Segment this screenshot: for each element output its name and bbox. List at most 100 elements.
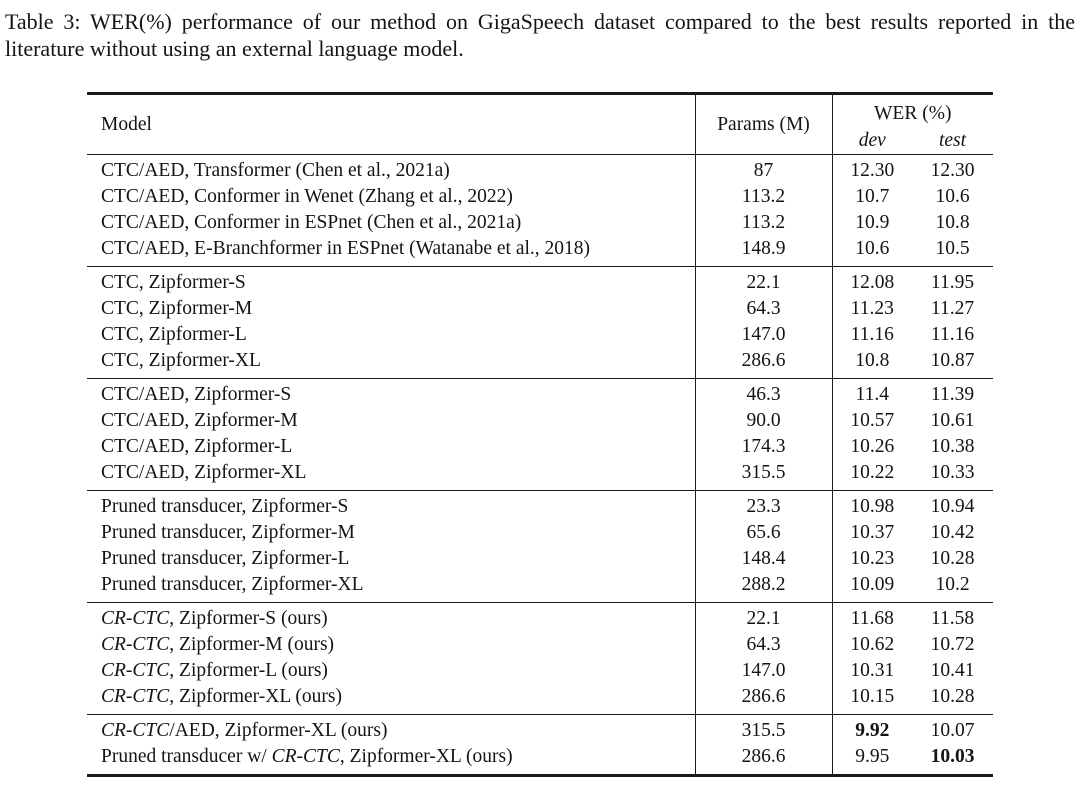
column-header-test: test	[912, 128, 993, 155]
params-cell: 148.9	[694, 236, 832, 267]
params-cell: 286.6	[694, 684, 832, 715]
column-header-wer: WER (%)	[831, 93, 993, 128]
wer-dev-cell: 10.6	[831, 236, 912, 267]
table-row: Pruned transducer w/ CR-CTC, Zipformer-X…	[87, 744, 993, 776]
wer-dev-cell: 10.15	[831, 684, 912, 715]
params-cell: 22.1	[694, 266, 832, 296]
wer-test-cell: 10.87	[930, 350, 975, 371]
params-cell: 148.4	[694, 546, 832, 572]
wer-dev-cell: 12.30	[831, 154, 912, 184]
model-name-segment: , Zipformer-M (ours)	[169, 634, 335, 655]
model-cell: CTC/AED, Zipformer-L	[87, 434, 695, 460]
model-cell: Pruned transducer w/ CR-CTC, Zipformer-X…	[87, 744, 695, 776]
wer-dev-cell: 11.4	[831, 378, 912, 408]
wer-test-cell: 10.28	[930, 686, 975, 707]
wer-dev-cell: 10.37	[831, 520, 912, 546]
table-row: CTC/AED, Conformer in Wenet (Zhang et al…	[87, 184, 993, 210]
model-cell: CTC, Zipformer-L	[87, 322, 695, 348]
wer-test-cell: 10.07	[912, 714, 993, 744]
table-row: CTC/AED, Zipformer-M 90.0 10.57 10.61	[87, 408, 993, 434]
table-row: Pruned transducer, Zipformer-XL 288.2 10.0…	[87, 572, 993, 603]
wer-test-cell: 10.5	[935, 238, 970, 259]
wer-test-cell: 10.2	[935, 574, 970, 595]
params-cell: 147.0	[694, 658, 832, 684]
wer-test-cell: 12.30	[912, 154, 993, 184]
model-cell: CTC/AED, Conformer in ESPnet (Chen et al…	[87, 210, 695, 236]
model-name-italic-segment: CR-CTC	[271, 746, 340, 767]
table-row: Pruned transducer, Zipformer-S 23.3 10.98 1…	[87, 490, 993, 520]
wer-test-cell: 10.94	[912, 490, 993, 520]
table-row: CTC/AED, Transformer (Chen et al., 2021a…	[87, 154, 993, 184]
model-cell: CTC, Zipformer-S	[87, 266, 695, 296]
params-cell: 286.6	[694, 348, 832, 379]
wer-test-cell: 10.38	[930, 436, 975, 457]
params-cell: 90.0	[694, 408, 832, 434]
params-cell: 315.5	[694, 460, 832, 491]
model-cell: CTC/AED, E-Branchformer in ESPnet (Watan…	[87, 236, 695, 267]
model-name-italic-segment: CR-CTC	[101, 634, 170, 655]
params-cell: 113.2	[694, 210, 832, 236]
wer-dev-cell: 10.98	[831, 490, 912, 520]
model-name-segment: Pruned transducer, Zipformer-M	[101, 522, 355, 543]
model-name-segment: , Zipformer-XL (ours)	[169, 686, 342, 707]
wer-test-cell: 10.42	[930, 522, 975, 543]
model-name-segment: CTC, Zipformer-L	[101, 324, 247, 345]
model-cell: CTC/AED, Transformer (Chen et al., 2021a…	[87, 154, 695, 184]
params-cell: 113.2	[694, 184, 832, 210]
model-cell: CTC, Zipformer-XL	[87, 348, 695, 379]
table-row: CTC/AED, Conformer in ESPnet (Chen et al…	[87, 210, 993, 236]
params-cell: 286.6	[694, 744, 832, 776]
model-name-segment: , Zipformer-L (ours)	[169, 660, 328, 681]
params-cell: 65.6	[694, 520, 832, 546]
params-cell: 22.1	[694, 602, 832, 632]
model-name-segment: Pruned transducer, Zipformer-XL	[101, 574, 364, 595]
model-name-segment: /AED, Zipformer-XL (ours)	[169, 720, 388, 741]
model-cell: CTC, Zipformer-M	[87, 296, 695, 322]
table-group: Pruned transducer, Zipformer-S 23.3 10.98 1…	[87, 490, 993, 603]
results-table: Model Params (M) WER (%) dev test CTC/AE…	[87, 92, 993, 777]
model-name-segment: CTC/AED, Zipformer-S	[101, 384, 292, 405]
model-name-italic-segment: CR-CTC	[101, 608, 170, 629]
model-name-italic-segment: CR-CTC	[101, 720, 170, 741]
table-row: CR-CTC, Zipformer-L (ours) 147.0 10.31 10.4…	[87, 658, 993, 684]
wer-test-cell: 10.6	[935, 186, 970, 207]
table-row: CTC/AED, Zipformer-L 174.3 10.26 10.38	[87, 434, 993, 460]
wer-test-cell: 11.16	[930, 324, 975, 345]
header-row-main: Model Params (M) WER (%)	[87, 93, 993, 155]
model-cell: CR-CTC, Zipformer-L (ours)	[87, 658, 695, 684]
table-group: CTC/AED, Transformer (Chen et al., 2021a…	[87, 154, 993, 267]
model-cell: Pruned transducer, Zipformer-M	[87, 520, 695, 546]
params-cell: 87	[694, 154, 832, 184]
table-row: CR-CTC, Zipformer-M (ours) 64.3 10.62 10.72	[87, 632, 993, 658]
table-row: CTC/AED, E-Branchformer in ESPnet (Watan…	[87, 236, 993, 267]
model-cell: CTC/AED, Zipformer-S	[87, 378, 695, 408]
params-cell: 64.3	[694, 632, 832, 658]
wer-test-cell: 10.61	[930, 410, 975, 431]
model-cell: Pruned transducer, Zipformer-XL	[87, 572, 695, 603]
wer-dev-cell: 10.22	[831, 460, 912, 491]
table-group: CR-CTC, Zipformer-S (ours) 22.1 11.68 11.58…	[87, 602, 993, 715]
model-cell: Pruned transducer, Zipformer-S	[87, 490, 695, 520]
table-group: CTC/AED, Zipformer-S 46.3 11.4 11.39 CTC/AED…	[87, 378, 993, 491]
wer-test-cell: 10.03	[930, 746, 975, 767]
model-name-italic-segment: CR-CTC	[101, 686, 170, 707]
table-row: CR-CTC, Zipformer-XL (ours) 286.6 10.15 10.…	[87, 684, 993, 715]
wer-test-cell: 10.72	[930, 634, 975, 655]
column-header-model: Model	[101, 113, 152, 135]
model-name-segment: , Zipformer-XL (ours)	[339, 746, 513, 767]
table-caption: Table 3: WER(%) performance of our metho…	[5, 9, 1075, 61]
model-cell: Pruned transducer, Zipformer-L	[87, 546, 695, 572]
wer-test-cell: 11.95	[912, 266, 993, 296]
column-header-params: Params (M)	[694, 93, 832, 155]
model-name-segment: CTC/AED, Transformer (Chen et al., 2021a…	[101, 160, 450, 181]
model-cell: CR-CTC, Zipformer-S (ours)	[87, 602, 695, 632]
wer-dev-cell: 10.9	[831, 210, 912, 236]
wer-dev-cell: 10.09	[831, 572, 912, 603]
model-name-italic-segment: CR-CTC	[101, 660, 170, 681]
params-cell: 147.0	[694, 322, 832, 348]
table-group: CR-CTC/AED, Zipformer-XL (ours) 315.5 9.92…	[87, 714, 993, 776]
wer-dev-cell: 10.8	[831, 348, 912, 379]
wer-dev-cell: 10.7	[831, 184, 912, 210]
wer-dev-cell: 10.62	[831, 632, 912, 658]
